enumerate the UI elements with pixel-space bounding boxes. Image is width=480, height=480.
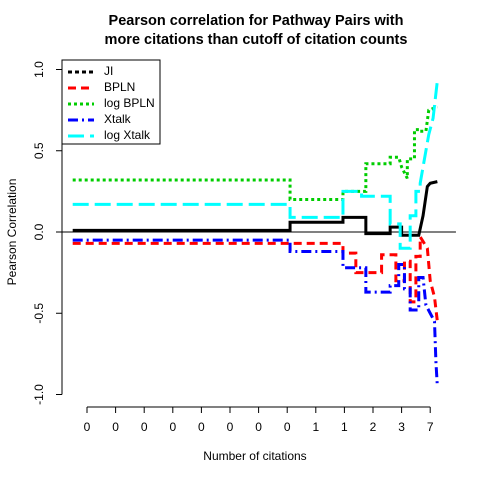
x-tick-label: 0 — [141, 420, 148, 434]
x-tick-label: 0 — [112, 420, 119, 434]
x-tick-label: 0 — [169, 420, 176, 434]
y-axis-title: Pearson Correlation — [5, 179, 19, 286]
x-tick-label: 0 — [227, 420, 234, 434]
chart-title: Pearson correlation for Pathway Pairs wi… — [109, 13, 404, 29]
series-line — [72, 105, 438, 201]
x-tick-label: 0 — [198, 420, 205, 434]
legend-box — [61, 59, 161, 145]
legend: JI BPLN log BPLN Xtalk log Xtalk — [61, 59, 161, 145]
y-tick-label: -1.0 — [32, 384, 46, 405]
x-tick-label: 0 — [255, 420, 262, 434]
legend-label: log BPLN — [104, 96, 155, 110]
y-tick-label: 0.5 — [32, 142, 46, 159]
legend-label: JI — [104, 64, 113, 78]
series-line — [72, 231, 439, 322]
x-tick-label: 3 — [398, 420, 405, 434]
chart-title: more citations than cutoff of citation c… — [105, 32, 408, 48]
series-line — [72, 80, 439, 250]
series-line — [72, 180, 438, 237]
legend-label: BPLN — [104, 80, 135, 94]
x-tick-label: 1 — [341, 420, 348, 434]
y-tick-label: 1.0 — [32, 61, 46, 78]
x-tick-label: 0 — [284, 420, 291, 434]
x-tick-label: 7 — [427, 420, 434, 434]
x-tick-label: 1 — [312, 420, 319, 434]
x-tick-label: 2 — [370, 420, 377, 434]
legend-label: Xtalk — [104, 112, 132, 126]
y-tick-label: -0.5 — [32, 303, 46, 324]
legend-label: log Xtalk — [104, 128, 151, 142]
x-axis-title: Number of citations — [203, 449, 306, 463]
x-tick-label: 0 — [84, 420, 91, 434]
y-tick-label: 0.0 — [32, 223, 46, 240]
